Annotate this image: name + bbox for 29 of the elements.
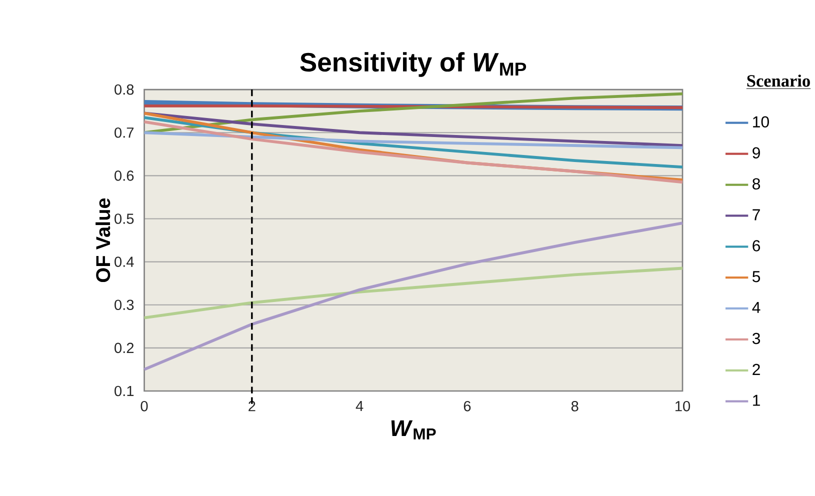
x-tick-label: 4 — [356, 400, 364, 411]
legend-title: Scenario — [747, 74, 810, 87]
legend-label: 4 — [752, 302, 760, 313]
x-tick-label: 10 — [676, 400, 690, 412]
legend-label: 7 — [752, 209, 760, 220]
x-tick-label: 8 — [571, 400, 578, 412]
legend-label: 10 — [753, 116, 769, 128]
legend-label: 8 — [752, 178, 760, 190]
y-tick-label: 0.6 — [114, 170, 134, 181]
y-tick-label: 0.2 — [114, 342, 134, 353]
legend-label: 5 — [752, 270, 760, 282]
x-tick-label: 6 — [464, 400, 471, 412]
y-tick-label: 0.5 — [114, 213, 134, 224]
chart-title: Sensitivity of W$_{MP}$ — [300, 52, 526, 77]
x-tick-label: 0 — [140, 400, 148, 412]
y-tick-label: 0.7 — [114, 127, 134, 138]
legend-label: 6 — [752, 240, 760, 252]
legend-label: 3 — [752, 332, 760, 344]
legend-label: 1 — [753, 394, 760, 406]
x-axis-title: W$_{MP}$ — [391, 420, 436, 440]
y-tick-label: 0.4 — [114, 256, 134, 267]
y-axis-title: OF Value — [96, 198, 110, 282]
y-tick-label: 0.3 — [114, 299, 134, 310]
x-tick-label: 2 — [248, 400, 256, 411]
line-series — [142, 221, 684, 371]
legend-label: 9 — [752, 147, 760, 158]
y-tick-label: 0.8 — [114, 84, 134, 94]
y-tick-label: 0.1 — [114, 386, 134, 396]
legend-label: 2 — [752, 364, 760, 375]
